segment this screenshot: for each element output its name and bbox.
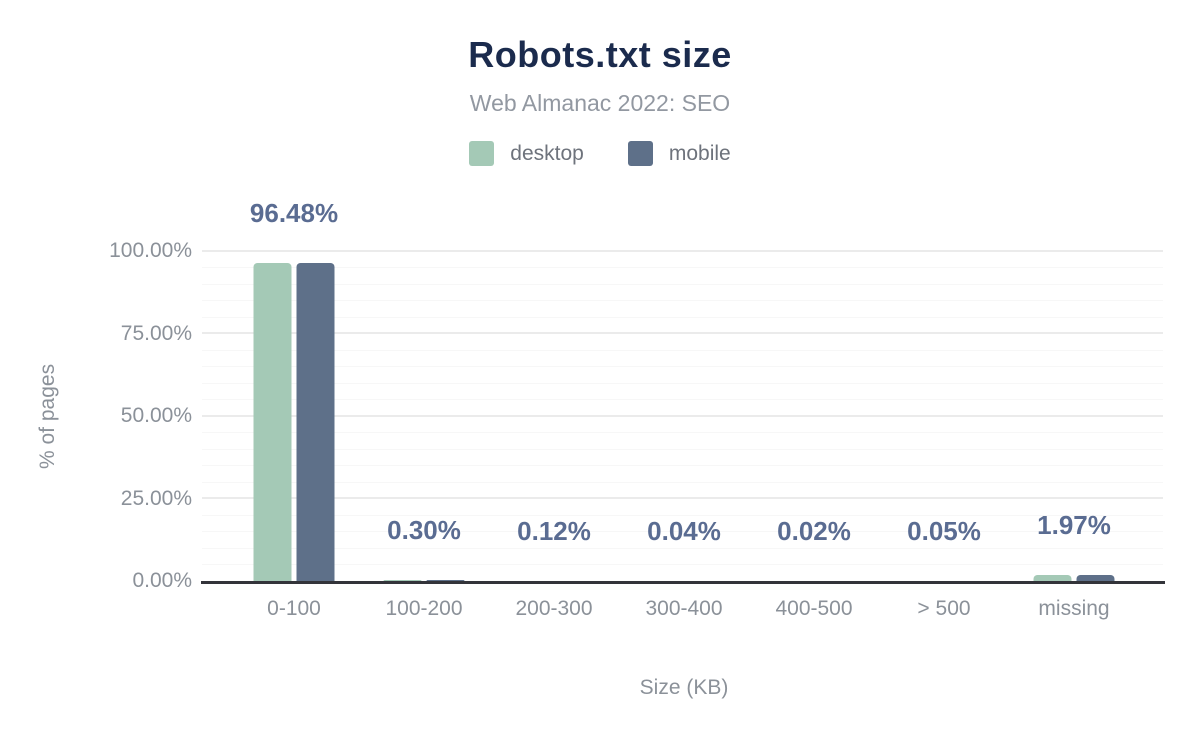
mobile-swatch-icon — [627, 141, 653, 166]
x-tick-label: missing — [1038, 597, 1110, 620]
mobile-bar[interactable] — [1076, 574, 1115, 581]
x-tick-label: > 500 — [917, 597, 971, 620]
minor-gridline — [202, 547, 1163, 549]
y-tick-label: 0.00% — [132, 569, 192, 592]
minor-gridline — [202, 382, 1163, 384]
bar-pair — [1033, 574, 1115, 581]
x-tick-label: 0-100 — [267, 597, 321, 620]
data-label: 1.97% — [1037, 509, 1111, 540]
minor-gridline — [202, 399, 1163, 400]
minor-gridline — [202, 465, 1163, 466]
major-gridline — [202, 332, 1163, 334]
desktop-bar[interactable] — [383, 580, 422, 581]
data-label: 0.04% — [647, 515, 721, 546]
minor-gridline — [202, 432, 1163, 433]
mobile-bar[interactable] — [296, 262, 335, 581]
x-tick-label: 400-500 — [775, 597, 853, 620]
plot-area: 96.48% 0-100 0.30% 100-200 0.12% 200-300 0.04%… — [201, 198, 1165, 620]
major-gridline — [202, 249, 1163, 252]
minor-gridline — [202, 531, 1163, 532]
desktop-bar[interactable] — [253, 262, 292, 581]
desktop-swatch-icon — [469, 141, 495, 166]
data-label: 96.48% — [249, 197, 339, 228]
y-tick-label: 75.00% — [120, 321, 192, 345]
legend-item-mobile[interactable]: mobile — [627, 141, 731, 166]
minor-gridline — [202, 283, 1163, 285]
x-tick-label: 100-200 — [385, 597, 463, 620]
minor-gridline — [202, 514, 1163, 516]
category-columns: 96.48% 0-100 0.30% 100-200 0.12% 200-300 0.04%… — [229, 198, 1139, 620]
category-column: 0.05% > 500 — [879, 251, 1009, 620]
minor-gridline — [202, 481, 1163, 483]
x-tick-label: 200-300 — [515, 597, 593, 620]
minor-gridline — [202, 564, 1163, 565]
x-tick-label: 300-400 — [645, 597, 723, 620]
desktop-bar[interactable] — [1033, 574, 1072, 581]
minor-gridline — [202, 316, 1163, 318]
minor-gridline — [202, 366, 1163, 367]
x-axis-title: Size (KB) — [639, 676, 729, 699]
legend: desktop mobile — [0, 141, 1200, 166]
minor-gridline — [202, 349, 1163, 351]
major-gridline — [202, 497, 1163, 499]
data-label: 0.05% — [907, 515, 981, 546]
bar-pair — [253, 262, 335, 581]
category-column: 0.30% 100-200 — [359, 251, 489, 620]
minor-gridline — [202, 448, 1163, 450]
category-column: 0.12% 200-300 — [489, 251, 619, 620]
category-column: 96.48% 0-100 — [229, 198, 359, 620]
y-tick-label: 50.00% — [120, 404, 192, 427]
major-gridline — [202, 414, 1163, 417]
bar-pair — [383, 580, 465, 581]
category-column: 0.04% 300-400 — [619, 251, 749, 620]
category-column: 1.97% missing — [1009, 251, 1139, 620]
legend-label-mobile: mobile — [668, 141, 731, 165]
data-label: 0.12% — [517, 515, 591, 546]
minor-gridline — [202, 300, 1163, 301]
data-label: 0.30% — [387, 515, 461, 546]
x-axis-line — [201, 581, 1165, 584]
legend-item-desktop[interactable]: desktop — [469, 141, 584, 166]
minor-gridline — [202, 267, 1163, 268]
mobile-bar[interactable] — [426, 580, 465, 581]
y-tick-label: 100.00% — [109, 239, 192, 262]
chart-subtitle: Web Almanac 2022: SEO — [469, 90, 731, 116]
chart-title: Robots.txt size — [468, 34, 732, 75]
legend-label-desktop: desktop — [510, 141, 584, 165]
y-tick-label: 25.00% — [120, 486, 192, 510]
category-column: 0.02% 400-500 — [749, 251, 879, 620]
data-label: 0.02% — [777, 515, 851, 546]
